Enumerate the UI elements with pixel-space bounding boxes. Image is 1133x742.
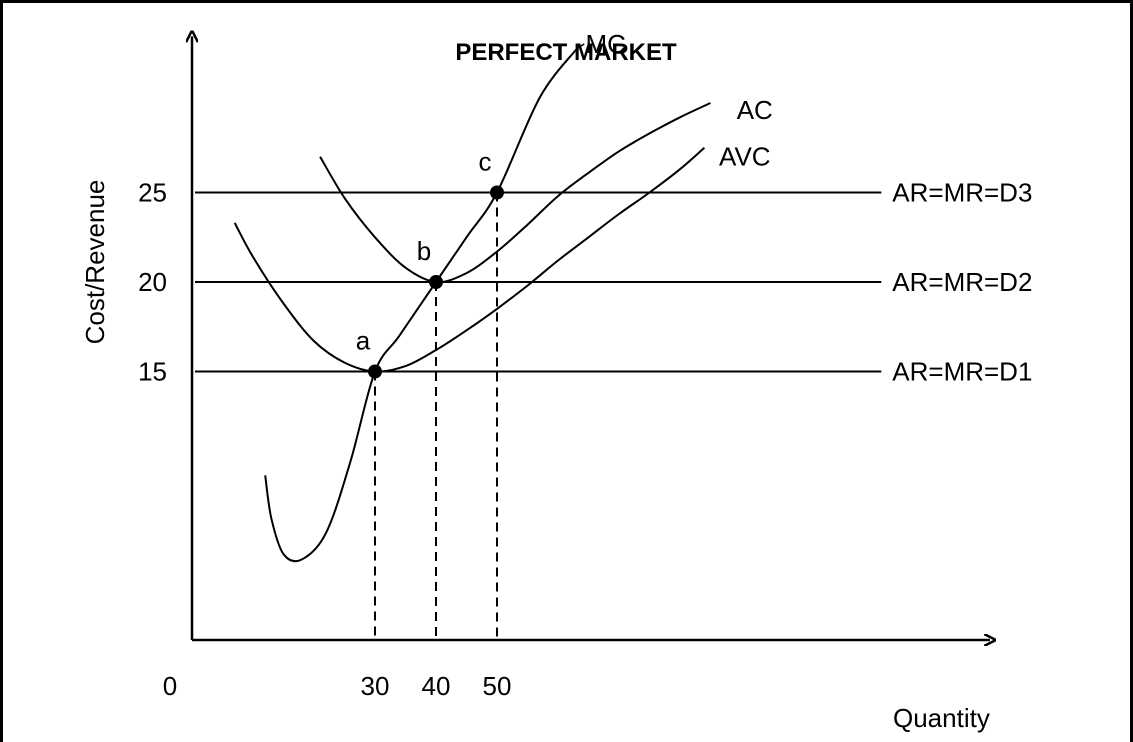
- point-a: [368, 364, 382, 379]
- curve-avc: [233, 147, 706, 373]
- mc-label-leader: [575, 43, 585, 50]
- curve-mc: [264, 48, 578, 563]
- price-line-label-ar-mr-d2: AR=MR=D2: [892, 267, 1032, 297]
- curve-label-mc: MC: [585, 29, 625, 59]
- cost-curves: [233, 43, 711, 563]
- point-label-a: a: [356, 326, 371, 356]
- x-axis-label: Quantity: [893, 703, 990, 733]
- price-line-label-ar-mr-d3: AR=MR=D3: [892, 178, 1032, 208]
- drop-lines: [374, 192, 498, 640]
- point-b: [429, 275, 443, 289]
- series-labels: AR=MR=D1 AR=MR=D2 AR=MR=D3 MC AC AVC a b c: [356, 29, 1033, 387]
- y-tick-25: 25: [138, 178, 167, 208]
- equilibrium-points: [368, 185, 504, 379]
- point-label-b: b: [417, 236, 431, 266]
- curve-ac: [319, 102, 711, 284]
- point-label-c: c: [479, 147, 492, 177]
- price-lines: [195, 191, 882, 373]
- y-tick-20: 20: [138, 267, 167, 297]
- curve-label-avc: AVC: [719, 142, 771, 172]
- tick-labels: 30 40 50 15 20 25: [138, 178, 511, 702]
- x-tick-30: 30: [361, 671, 390, 701]
- y-tick-15: 15: [138, 357, 167, 387]
- x-tick-50: 50: [483, 671, 512, 701]
- y-axis-label: Cost/Revenue: [80, 180, 110, 345]
- x-tick-40: 40: [422, 671, 451, 701]
- curve-label-ac: AC: [737, 95, 773, 125]
- origin-label: 0: [163, 671, 177, 701]
- point-c: [490, 185, 504, 200]
- price-line-label-ar-mr-d1: AR=MR=D1: [892, 357, 1032, 387]
